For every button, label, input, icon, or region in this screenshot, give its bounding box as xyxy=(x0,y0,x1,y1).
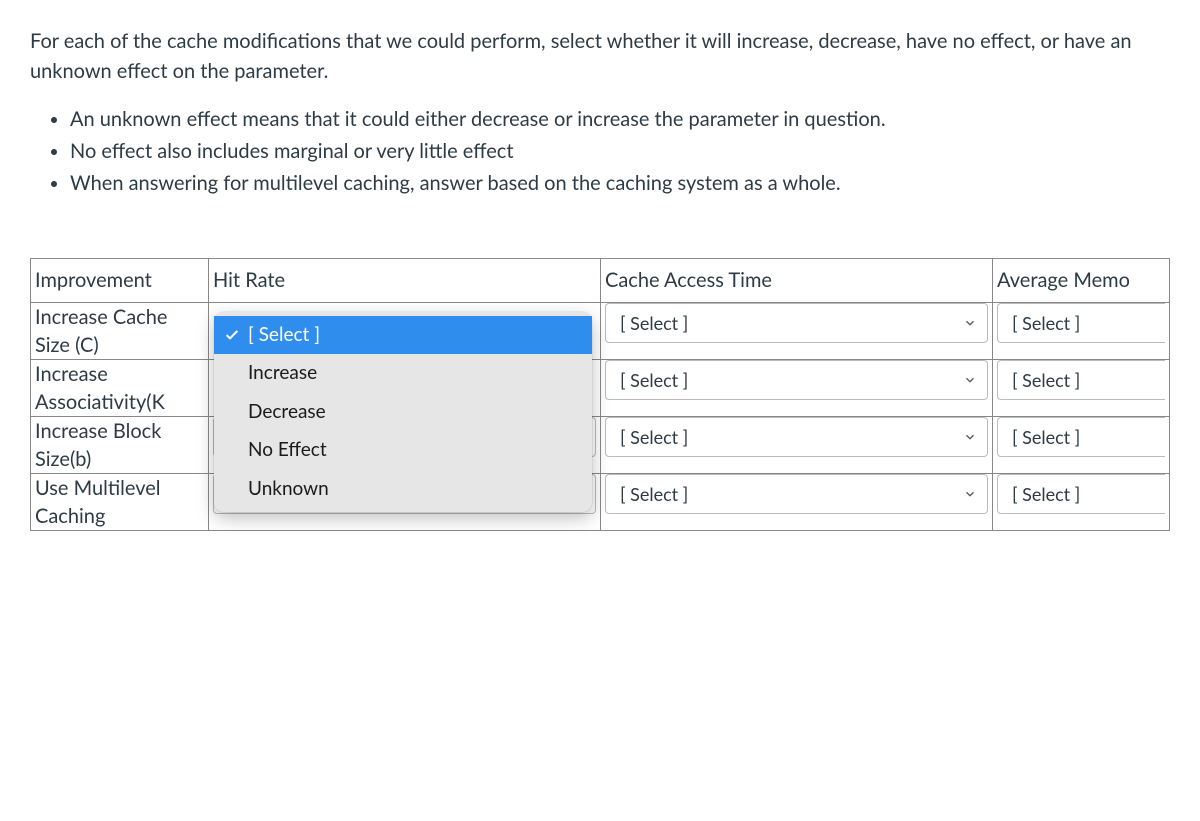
select-dropdown[interactable]: [ Select ] xyxy=(605,303,988,343)
select-dropdown[interactable]: [ Select ] xyxy=(605,417,988,457)
instructions-list: An unknown effect means that it could ei… xyxy=(30,104,1170,198)
cell-select-access-time: [ Select ] xyxy=(601,303,993,360)
instruction-item: An unknown effect means that it could ei… xyxy=(70,104,1170,134)
select-dropdown[interactable]: [ Select ] xyxy=(605,474,988,514)
dropdown-option-selected[interactable]: [ Select ] xyxy=(214,316,592,354)
table-header-row: Improvement Hit Rate Cache Access Time A… xyxy=(31,259,1170,303)
row-label: Use Multilevel Caching xyxy=(31,474,209,531)
row-label: Increase Associativity(K xyxy=(31,360,209,417)
cell-select-access-time: [ Select ] xyxy=(601,417,993,474)
dropdown-option-label: [ Select ] xyxy=(248,323,320,346)
cell-select-avg-memo: [ Select ] xyxy=(993,360,1170,417)
cell-select-access-time: [ Select ] xyxy=(601,360,993,417)
select-dropdown[interactable]: [ Select ] xyxy=(997,417,1165,457)
dropdown-option[interactable]: Increase xyxy=(214,354,592,392)
select-value: [ Select ] xyxy=(1012,481,1080,508)
row-label: Increase Cache Size (C) xyxy=(31,303,209,360)
table-row: Increase Block Size(b) [ Select ] [ Sele… xyxy=(31,417,1170,474)
dropdown-option[interactable]: Unknown xyxy=(214,470,592,508)
table-row: Increase Cache Size (C) [ Select ] [ Sel… xyxy=(31,303,1170,360)
question-table-wrap: Improvement Hit Rate Cache Access Time A… xyxy=(30,258,1170,531)
dropdown-option[interactable]: Decrease xyxy=(214,393,592,431)
select-dropdown[interactable]: [ Select ] xyxy=(997,360,1165,400)
select-value: [ Select ] xyxy=(1012,424,1080,451)
select-value: [ Select ] xyxy=(620,481,688,508)
select-value: [ Select ] xyxy=(620,424,688,451)
instruction-item: No effect also includes marginal or very… xyxy=(70,136,1170,166)
row-label: Increase Block Size(b) xyxy=(31,417,209,474)
header-avg-memo: Average Memo xyxy=(993,259,1170,303)
select-value: [ Select ] xyxy=(620,310,688,337)
select-value: [ Select ] xyxy=(1012,367,1080,394)
cell-select-avg-memo: [ Select ] xyxy=(993,303,1170,360)
dropdown-option[interactable]: No Effect xyxy=(214,431,592,469)
question-intro: For each of the cache modifications that… xyxy=(30,26,1170,86)
select-value: [ Select ] xyxy=(1012,310,1080,337)
cell-select-avg-memo: [ Select ] xyxy=(993,474,1170,531)
chevron-down-icon xyxy=(963,373,977,387)
select-dropdown[interactable]: [ Select ] xyxy=(605,360,988,400)
chevron-down-icon xyxy=(963,430,977,444)
chevron-down-icon xyxy=(963,316,977,330)
question-table: Improvement Hit Rate Cache Access Time A… xyxy=(30,258,1170,531)
cell-select-access-time: [ Select ] xyxy=(601,474,993,531)
cell-select-avg-memo: [ Select ] xyxy=(993,417,1170,474)
select-value: [ Select ] xyxy=(620,367,688,394)
instruction-item: When answering for multilevel caching, a… xyxy=(70,168,1170,198)
select-dropdown[interactable]: [ Select ] xyxy=(997,474,1165,514)
header-improvement: Improvement xyxy=(31,259,209,303)
check-icon xyxy=(224,327,240,343)
select-dropdown-panel[interactable]: [ Select ] Increase Decrease No Effect U… xyxy=(214,312,592,512)
select-dropdown[interactable]: [ Select ] xyxy=(997,303,1165,343)
table-row: Increase Associativity(K [ Select ] [ Se… xyxy=(31,360,1170,417)
header-cache-access-time: Cache Access Time xyxy=(601,259,993,303)
chevron-down-icon xyxy=(963,487,977,501)
header-hit-rate: Hit Rate xyxy=(209,259,601,303)
table-row: Use Multilevel Caching [ Select ] [ Sele… xyxy=(31,474,1170,531)
